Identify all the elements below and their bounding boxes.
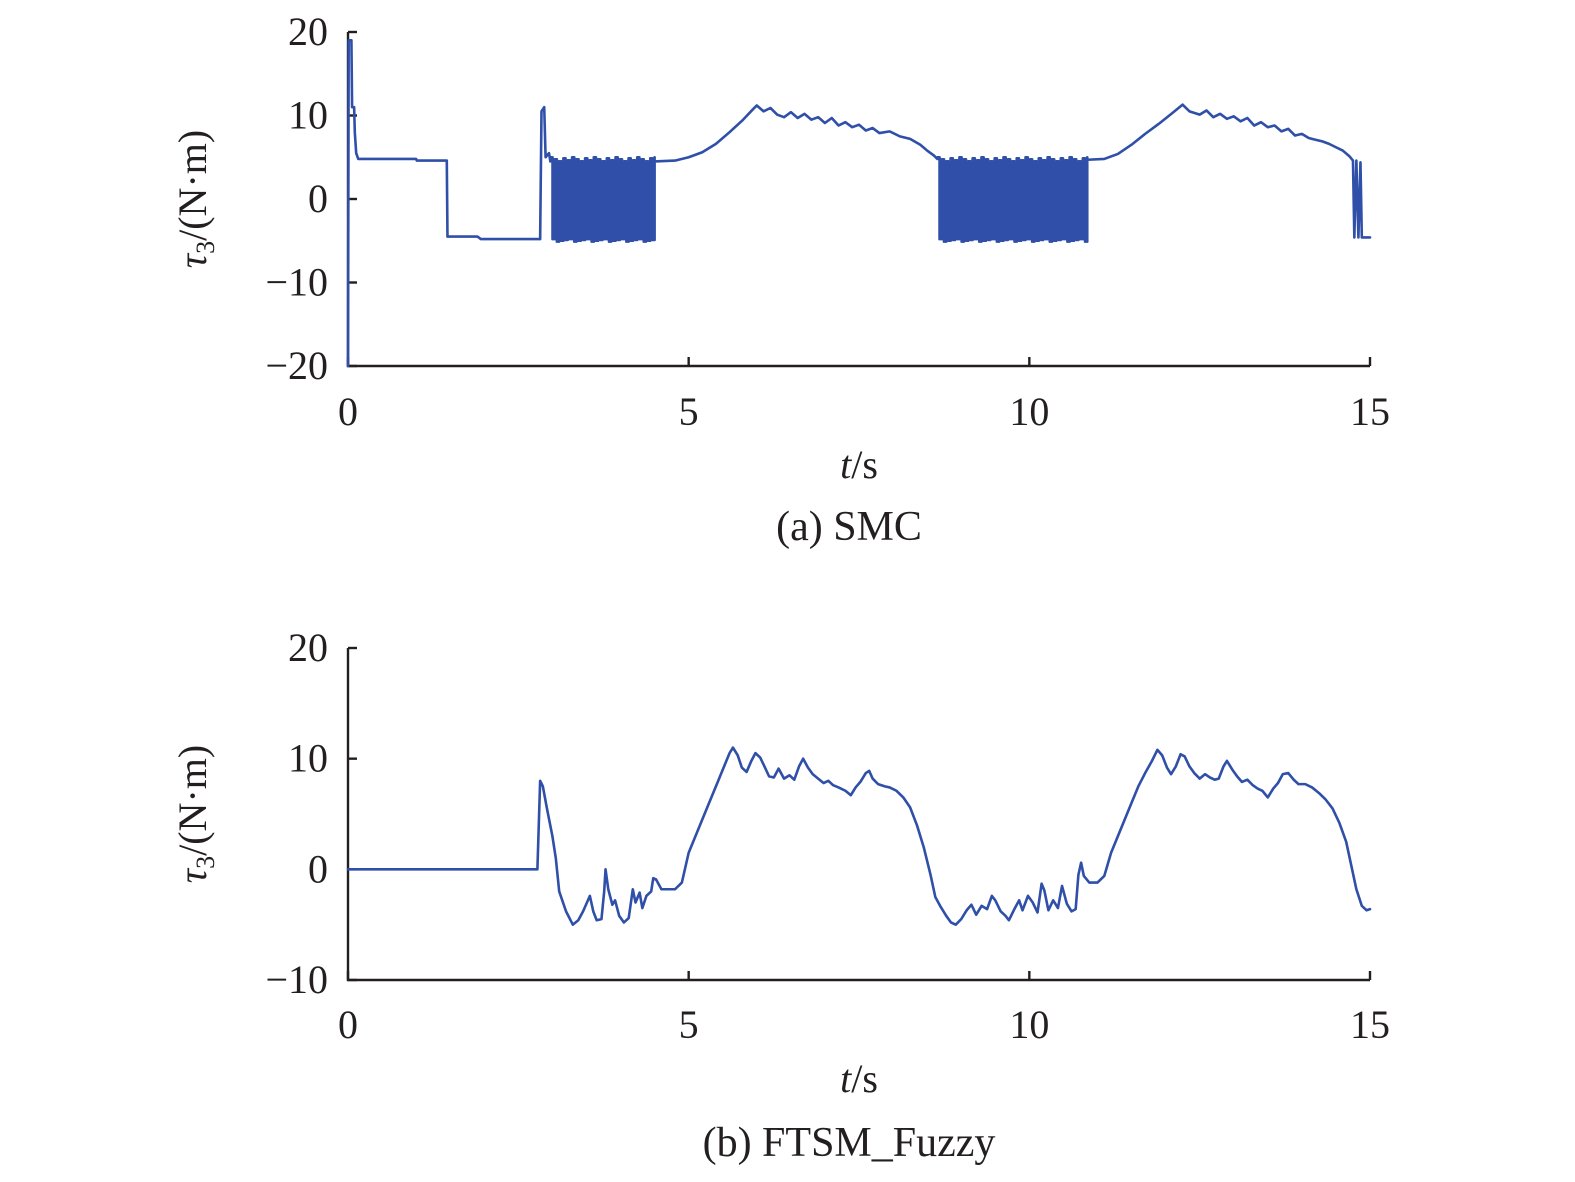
chart-b-x-tick-label: 10 [1009,1002,1049,1047]
chart-b-x-tick-label: 0 [338,1002,358,1047]
chart-a-y-tick-label: 20 [288,9,328,54]
chart-a-y-axis-title-var: τ [170,252,215,268]
chart-b-y-axis-title-var: τ [170,867,215,883]
chart-a-y-axis-title-sub: 3 [191,241,220,254]
chart-a-x-axis-title-var: t [840,442,852,487]
chart-a-y-axis-title-unit: /(N·m) [170,130,215,241]
chart-b-y-tick-label: 20 [288,625,328,670]
chart-b-y-tick-label: 0 [308,846,328,891]
chart-a-x-tick-label: 0 [338,389,358,434]
chart-a-x-tick-label: 5 [679,389,699,434]
chart-a-x-tick-label: 15 [1350,389,1390,434]
chart-b-axes [346,648,1370,982]
chart-a-y-tick-label: −20 [265,343,328,388]
chart-a-y-tick-label: 10 [288,93,328,138]
chart-a-caption: (a) SMC [776,504,922,550]
chart-b-x-axis-title-unit: /s [851,1056,878,1101]
chart-a-x-axis-title: t/s [840,442,878,487]
chart-b-caption: (b) FTSM_Fuzzy [703,1120,996,1166]
chart-b-y-tick-label: −10 [265,957,328,1002]
chart-a-axes [346,32,1370,368]
chart-b-y-axis-title-sub: 3 [191,856,220,869]
chart-b-x-tick-label: 5 [679,1002,699,1047]
chart-b-series-line [346,746,1372,926]
chart-b-y-axis-title-unit: /(N·m) [170,745,215,856]
chart-a-y-axis-title: τ3/(N·m) [170,130,220,268]
chart-a-y-tick-label: −10 [265,260,328,305]
chart-a-series-line [346,39,1372,368]
chart-a-x-axis-title-unit: /s [851,442,878,487]
chart-b-x-tick-label: 15 [1350,1002,1390,1047]
chart-b-y-tick-label: 10 [288,736,328,781]
chart-b-x-axis-title-var: t [840,1056,852,1101]
chart-b-y-axis-title: τ3/(N·m) [170,745,220,883]
chart-a-x-tick-label: 10 [1009,389,1049,434]
chart-a-smc: 0 5 10 15 −20 −10 0 10 20 t/s τ3/(N·m) (a) SMC [170,9,1390,550]
chart-b-x-axis-title: t/s [840,1056,878,1101]
chart-a-y-tick-label: 0 [308,176,328,221]
